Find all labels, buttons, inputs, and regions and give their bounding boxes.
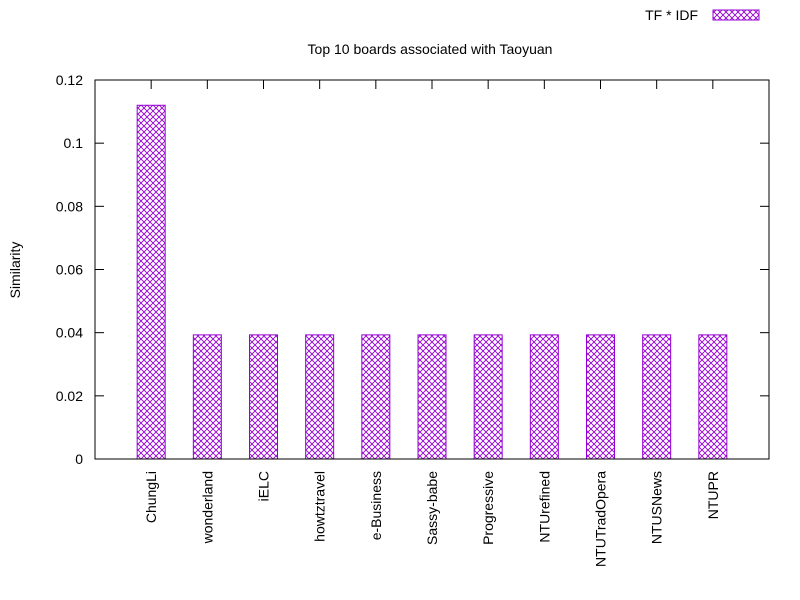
- chart-title: Top 10 boards associated with Taoyuan: [308, 41, 553, 57]
- x-tick-label: NTUrefined: [536, 471, 552, 543]
- bar-ChungLi: [136, 104, 166, 460]
- y-tick-label: 0: [75, 451, 83, 467]
- legend-label: TF * IDF: [645, 7, 698, 23]
- x-tick-label: iELC: [256, 471, 272, 501]
- x-tick-label: Sassy-babe: [424, 471, 440, 545]
- bar-iELC: [249, 334, 278, 460]
- x-tick-label: NTUPR: [705, 471, 721, 519]
- x-tick-label: NTUSNews: [649, 471, 665, 544]
- y-tick-label: 0.04: [56, 325, 83, 341]
- y-tick-label: 0.08: [56, 198, 83, 214]
- x-tick-label: e-Business: [368, 471, 384, 540]
- y-tick-label: 0.02: [56, 388, 83, 404]
- bar-howtztravel: [305, 334, 335, 460]
- legend: TF * IDF: [645, 7, 760, 23]
- legend-swatch: [712, 9, 760, 21]
- y-tick-label: 0.06: [56, 262, 83, 278]
- y-tick-label: 0.1: [64, 135, 84, 151]
- y-tick-labels: 0 0.02 0.04 0.06 0.08 0.1 0.12: [56, 72, 83, 467]
- bar-NTUTradOpera: [586, 334, 615, 460]
- bar-wonderland: [192, 334, 222, 460]
- bar-e-Business: [361, 334, 391, 460]
- plot-frame: [94, 79, 770, 460]
- bar-Sassy-babe: [417, 334, 447, 460]
- bar-NTUrefined: [529, 334, 559, 460]
- y-axis-label: Similarity: [7, 242, 23, 299]
- bar-Progressive: [473, 334, 503, 460]
- x-tick-label: howtztravel: [312, 471, 328, 542]
- x-tick-labels: ChungLi wonderland iELC howtztravel e-Busine…: [143, 471, 721, 567]
- y-tick-label: 0.12: [56, 72, 83, 88]
- x-tick-label: wonderland: [199, 471, 215, 544]
- bar-NTUSNews: [642, 334, 672, 460]
- x-tick-label: ChungLi: [143, 471, 159, 523]
- bar-NTUPR: [698, 334, 728, 460]
- bars: [136, 104, 728, 460]
- x-tick-label: NTUTradOpera: [593, 471, 609, 567]
- x-tick-label: Progressive: [480, 471, 496, 545]
